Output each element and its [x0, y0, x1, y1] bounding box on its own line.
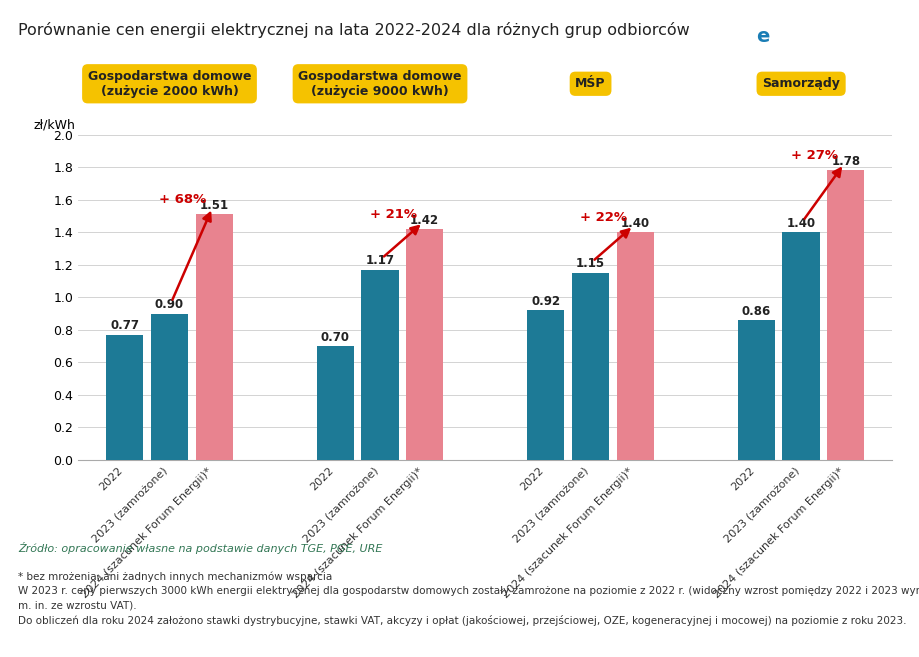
Text: 0.70: 0.70: [321, 330, 349, 344]
Text: Gospodarstwa domowe
(zużycie 2000 kWh): Gospodarstwa domowe (zużycie 2000 kWh): [87, 70, 251, 98]
Text: Źródło: opracowanie własne na podstawie danych TGE, PGE, URE: Źródło: opracowanie własne na podstawie …: [18, 542, 382, 554]
Text: Porównanie cen energii elektrycznej na lata 2022-2024 dla różnych grup odbiorców: Porównanie cen energii elektrycznej na l…: [18, 22, 689, 37]
Bar: [826, 170, 864, 460]
Text: 0.90: 0.90: [154, 298, 184, 311]
Text: 1.40: 1.40: [786, 217, 815, 230]
Bar: [405, 229, 443, 460]
Text: e: e: [755, 27, 768, 46]
Circle shape: [701, 14, 823, 58]
Text: Samorządy: Samorządy: [761, 78, 839, 90]
Bar: [527, 310, 564, 460]
Text: 1.40: 1.40: [620, 217, 649, 230]
Text: 1.42: 1.42: [410, 214, 439, 227]
Text: 0.77: 0.77: [110, 319, 139, 332]
Bar: [106, 334, 143, 460]
Text: Forum
Energii: Forum Energii: [814, 12, 863, 41]
Text: 1.51: 1.51: [199, 199, 229, 212]
Text: zł/kWh: zł/kWh: [33, 118, 75, 131]
Bar: [151, 313, 187, 460]
Text: + 68%: + 68%: [159, 193, 206, 206]
Bar: [361, 269, 398, 460]
Text: 1.15: 1.15: [575, 258, 605, 271]
Text: 1.78: 1.78: [831, 155, 859, 168]
Text: 0.86: 0.86: [741, 305, 770, 317]
Text: MŚP: MŚP: [574, 78, 605, 90]
Bar: [196, 214, 233, 460]
Text: Gospodarstwa domowe
(zużycie 9000 kWh): Gospodarstwa domowe (zużycie 9000 kWh): [298, 70, 461, 98]
Bar: [616, 233, 653, 460]
Text: 1.17: 1.17: [365, 254, 394, 267]
Text: 0.92: 0.92: [530, 295, 560, 308]
Text: + 22%: + 22%: [580, 211, 627, 224]
Bar: [737, 320, 774, 460]
Bar: [316, 346, 354, 460]
Bar: [782, 233, 819, 460]
Text: + 21%: + 21%: [369, 208, 416, 221]
Text: * bez mrożenia, ani żadnych innych mechanizmów wsparcia
W 2023 r. ceny pierwszyc: * bez mrożenia, ani żadnych innych mecha…: [18, 572, 919, 625]
Text: Analizy i dialog: Analizy i dialog: [805, 53, 873, 62]
Text: + 27%: + 27%: [789, 149, 836, 162]
Bar: [572, 273, 608, 460]
